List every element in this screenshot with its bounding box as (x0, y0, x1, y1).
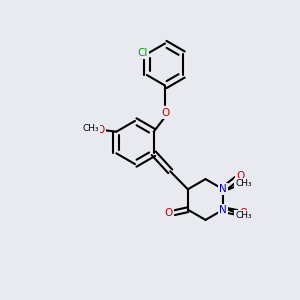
Text: CH₃: CH₃ (235, 211, 252, 220)
Text: O: O (165, 208, 173, 218)
Text: O: O (239, 208, 248, 218)
Text: CH₃: CH₃ (82, 124, 99, 133)
Text: N: N (219, 184, 227, 194)
Text: N: N (219, 205, 227, 215)
Text: CH₃: CH₃ (235, 179, 252, 188)
Text: O: O (236, 171, 244, 181)
Text: O: O (161, 107, 169, 118)
Text: Cl: Cl (137, 47, 148, 58)
Text: O: O (97, 124, 105, 135)
